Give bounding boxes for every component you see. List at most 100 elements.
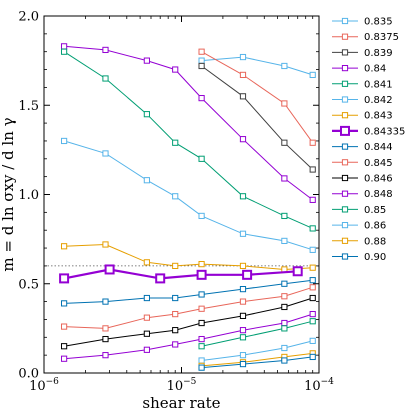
data-point (281, 175, 288, 182)
data-point (60, 137, 68, 145)
series-line (201, 65, 314, 170)
legend: 0.835 0.8375 0.839 0.84 0.841 0.842 0.843 0.843… (332, 17, 405, 263)
legend-label: 0.843 (364, 111, 393, 122)
legend-entry: 0.842 (332, 95, 393, 106)
data-point (239, 298, 247, 305)
data-point (281, 293, 288, 300)
series-line (63, 51, 313, 229)
data-point (155, 273, 166, 284)
legend-marker (340, 125, 350, 136)
data-point (60, 243, 68, 250)
data-point (198, 62, 205, 70)
plot-frame (43, 15, 320, 374)
legend-entry: 0.90 (332, 252, 386, 263)
legend-label: 0.84 (364, 64, 386, 75)
legend-entry: 0.8375 (332, 32, 399, 43)
data-point (172, 310, 179, 318)
series-0.90 (198, 353, 316, 371)
data-point (172, 341, 179, 348)
data-point (198, 291, 205, 298)
data-point (281, 319, 288, 327)
data-point (309, 294, 316, 302)
plot-area (44, 43, 319, 371)
legend-entry: 0.85 (332, 205, 386, 216)
data-point (292, 266, 303, 277)
series-0.839 (198, 62, 316, 173)
legend-entry: 0.84335 (332, 125, 405, 137)
data-point (102, 150, 109, 157)
data-point (281, 237, 288, 245)
series-line (63, 140, 313, 251)
legend-marker (341, 174, 349, 182)
series-0.85 (198, 318, 316, 350)
data-point (281, 325, 288, 332)
legend-entry: 0.84 (332, 64, 386, 75)
data-point (239, 93, 247, 100)
data-point (309, 337, 316, 344)
y-tick-label: 0.0 (18, 367, 39, 382)
series-0.845 (60, 284, 316, 332)
series-0.848 (60, 310, 316, 362)
legend-marker (341, 65, 349, 72)
data-point (60, 300, 68, 307)
data-point (198, 343, 205, 350)
legend-marker (341, 80, 349, 87)
x-tick-label: 10−4 (304, 377, 334, 394)
data-point (242, 269, 253, 280)
legend-entry: 0.845 (332, 158, 393, 169)
data-point (143, 346, 150, 353)
series-0.843 (60, 241, 316, 273)
data-point (281, 62, 288, 70)
legend-marker (341, 143, 349, 150)
data-point (196, 269, 207, 280)
data-point (309, 225, 316, 232)
legend-label: 0.85 (364, 205, 386, 216)
legend-marker (341, 222, 349, 229)
legend-entry: 0.839 (332, 48, 393, 59)
data-point (239, 53, 247, 61)
data-point (172, 327, 179, 334)
data-point (198, 335, 205, 343)
series-line (201, 51, 314, 143)
legend-entry: 0.846 (332, 174, 393, 185)
data-point (239, 360, 247, 368)
data-point (143, 111, 150, 118)
data-point (104, 264, 115, 275)
data-point (102, 46, 109, 54)
series-line (64, 286, 313, 329)
data-point (281, 344, 288, 352)
data-point (198, 155, 205, 162)
legend-label: 0.845 (364, 158, 393, 169)
data-point (309, 196, 316, 203)
data-point (309, 310, 316, 318)
legend-label: 0.8375 (364, 32, 399, 43)
legend-marker (341, 96, 349, 103)
data-point (172, 66, 179, 73)
series-line (64, 297, 313, 347)
series-0.84 (60, 43, 316, 203)
series-0.86 (198, 337, 316, 364)
legend-marker (341, 33, 349, 40)
data-point (239, 327, 247, 334)
series-0.846 (60, 294, 316, 350)
data-point (60, 323, 68, 330)
data-point (198, 212, 205, 220)
series-line (64, 279, 313, 304)
series-line (201, 352, 313, 367)
legend-label: 0.835 (364, 17, 393, 28)
data-point (239, 334, 247, 341)
data-point (172, 294, 179, 302)
legend-entry: 0.835 (332, 17, 393, 28)
legend-marker (341, 190, 349, 197)
data-point (239, 352, 247, 359)
legend-label: 0.839 (364, 48, 393, 59)
data-point (309, 277, 316, 284)
legend-marker (341, 253, 349, 260)
data-point (102, 298, 109, 305)
data-point (281, 303, 288, 311)
data-point (59, 273, 70, 284)
data-point (309, 284, 316, 291)
data-point (172, 139, 179, 146)
legend-marker (341, 206, 349, 213)
